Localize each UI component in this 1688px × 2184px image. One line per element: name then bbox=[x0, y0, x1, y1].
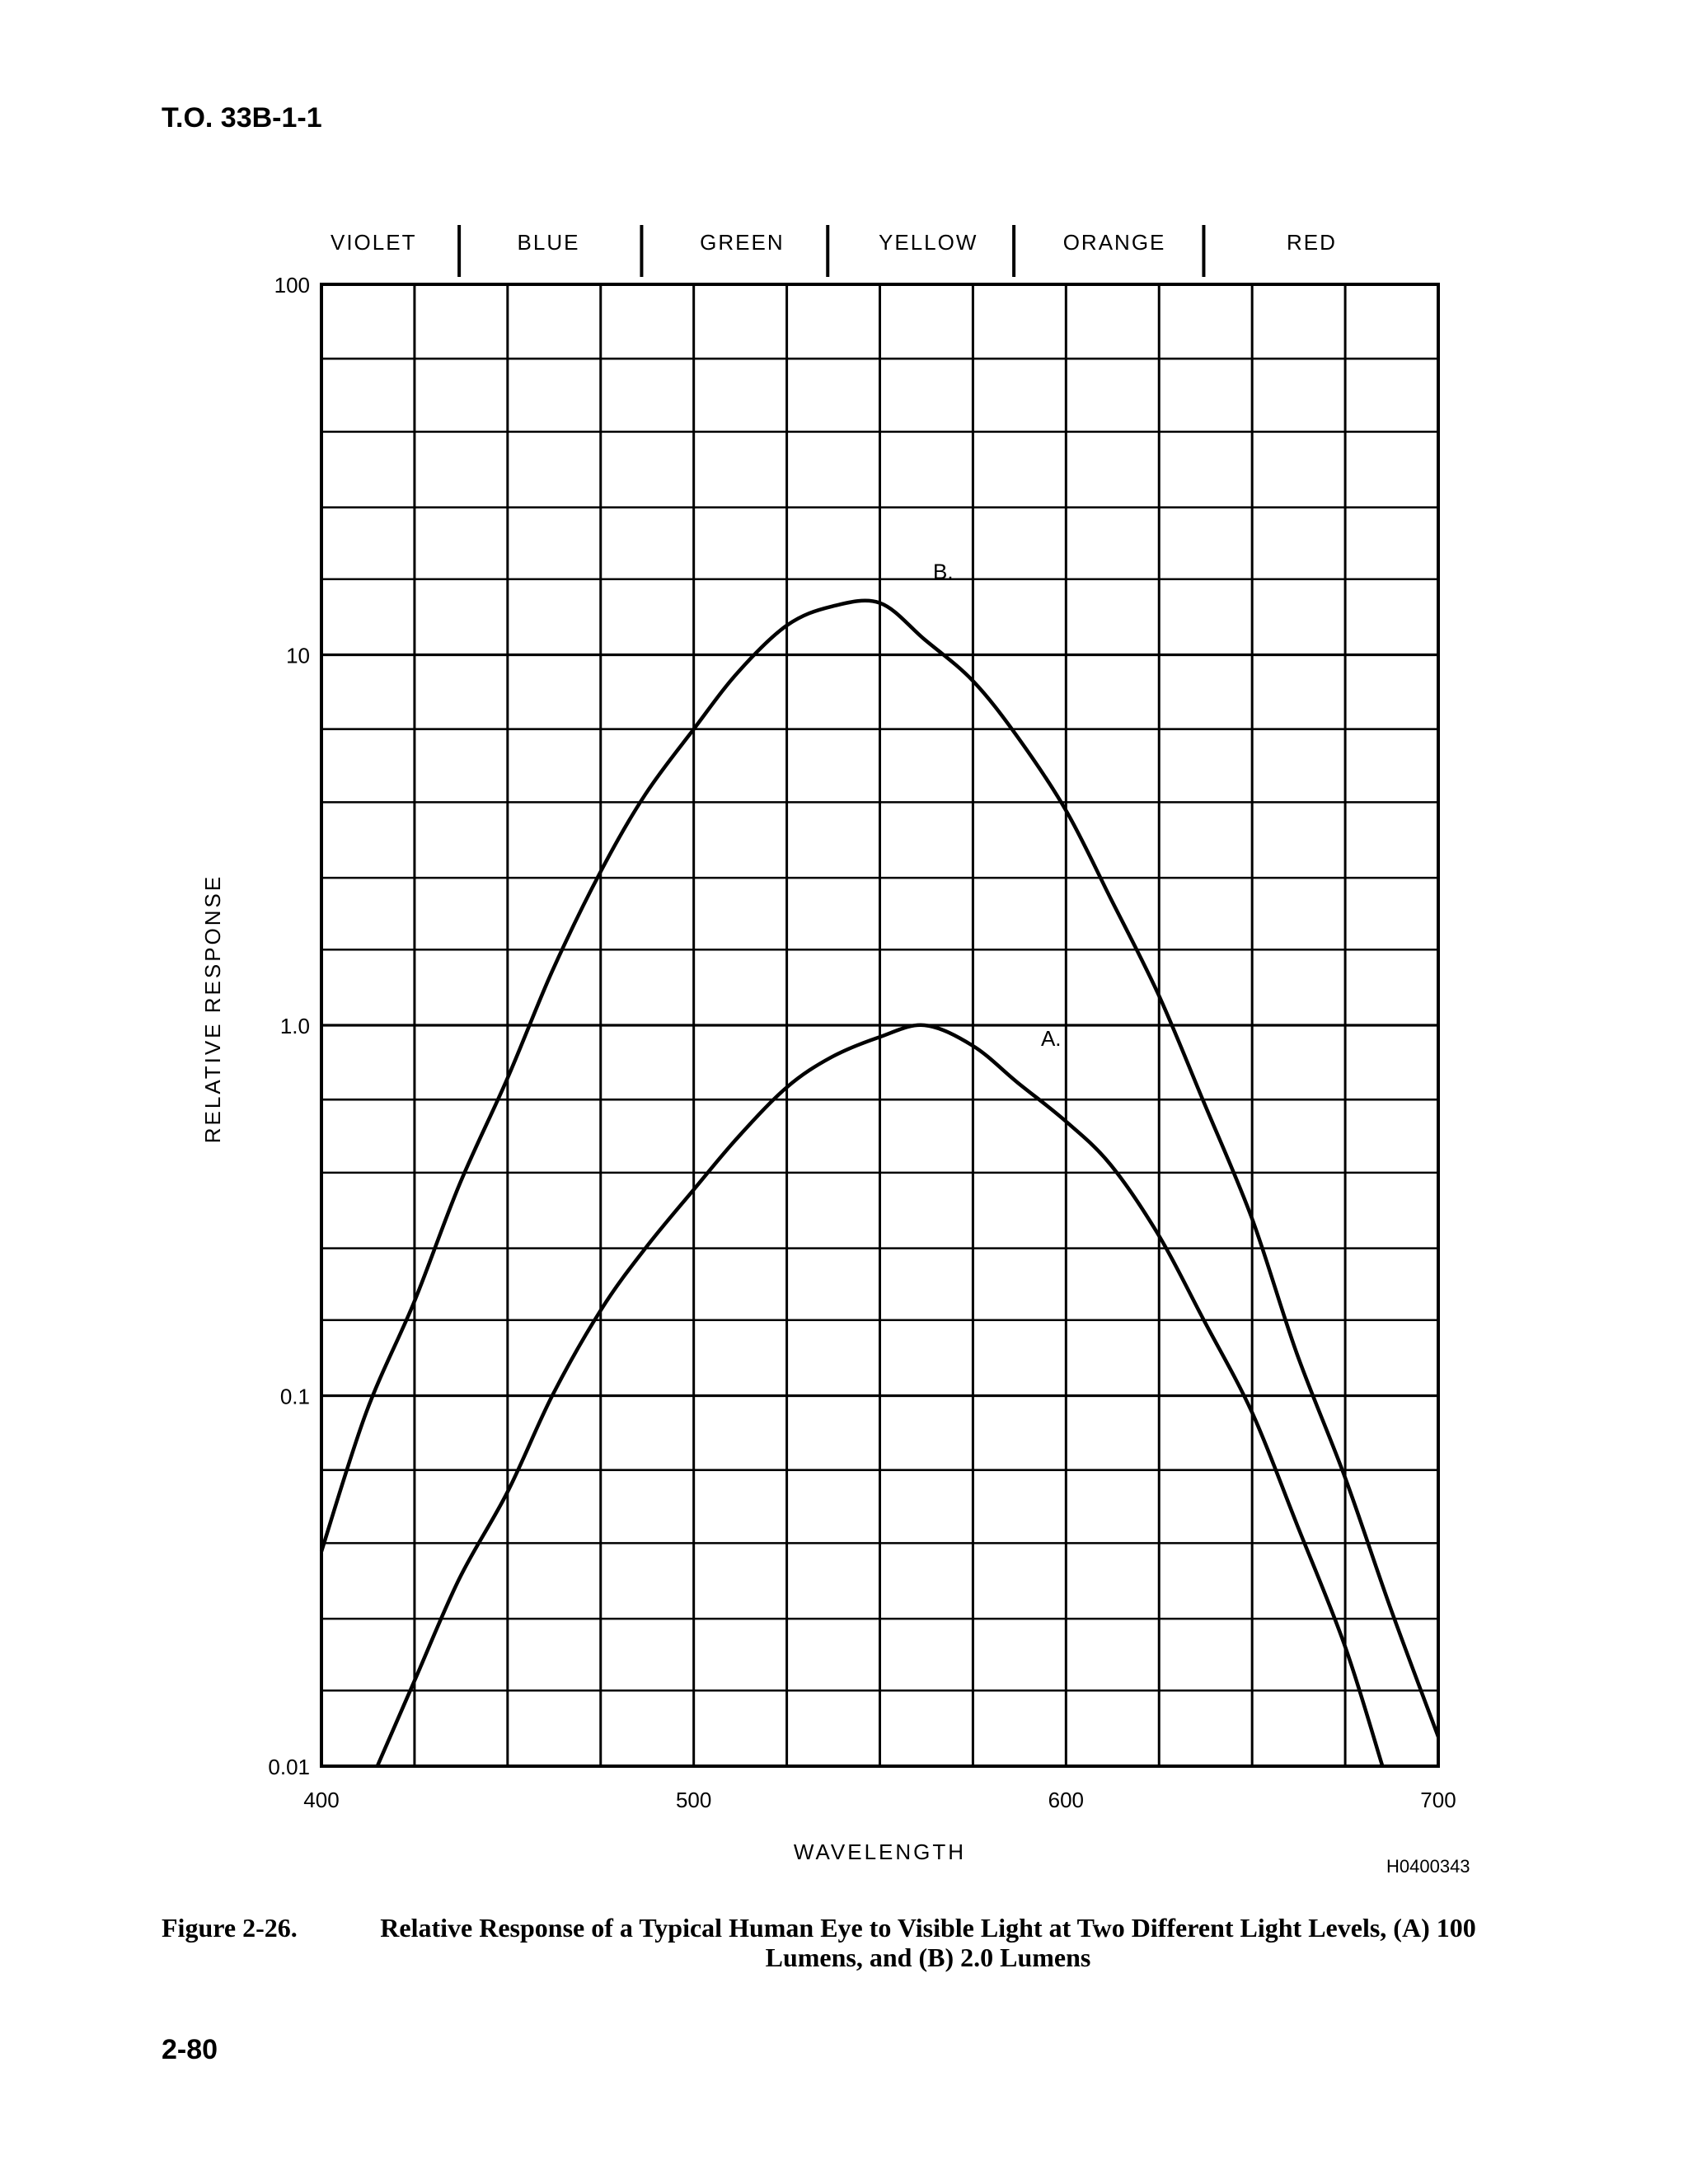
x-tick-label: 600 bbox=[1048, 1788, 1084, 1812]
series-curve-a bbox=[375, 1023, 1385, 1767]
chart-grid bbox=[320, 284, 1440, 1768]
x-tick-label: 400 bbox=[303, 1788, 339, 1812]
figure-code: H0400343 bbox=[1386, 1856, 1470, 1877]
chart-axes: 0.01 0.1 1.0 10 100 400 500 600 700 WAVELENGTH REL… bbox=[200, 273, 1456, 1864]
plot-frame bbox=[320, 283, 1440, 1768]
y-tick-label: 0.1 bbox=[280, 1385, 310, 1409]
page-number: 2-80 bbox=[162, 2034, 218, 2065]
series-curve-b bbox=[319, 598, 1441, 1738]
chart-series bbox=[319, 598, 1441, 1767]
x-tick-label: 500 bbox=[676, 1788, 711, 1812]
color-band-header: VIOLET BLUE GREEN YELLOW ORANGE RED bbox=[331, 225, 1337, 277]
series-label: B. bbox=[933, 560, 954, 584]
series-label: A. bbox=[1041, 1026, 1062, 1051]
y-tick-label: 0.01 bbox=[268, 1755, 310, 1779]
chart-labels: A. B. bbox=[933, 560, 1062, 1051]
color-band-label: RED bbox=[1287, 230, 1337, 255]
caption-label: Figure 2-26. bbox=[162, 1913, 298, 1943]
color-band-label: ORANGE bbox=[1063, 230, 1166, 255]
caption-text: Relative Response of a Typical Human Eye… bbox=[380, 1913, 1476, 1972]
y-tick-label: 10 bbox=[286, 644, 310, 668]
color-band-label: GREEN bbox=[700, 230, 784, 255]
y-tick-label: 100 bbox=[274, 273, 310, 298]
color-band-label: BLUE bbox=[518, 230, 580, 255]
x-tick-label: 700 bbox=[1420, 1788, 1456, 1812]
document-header: T.O. 33B-1-1 bbox=[162, 102, 322, 134]
y-axis-title: RELATIVE RESPONSE bbox=[200, 874, 225, 1144]
x-axis-title: WAVELENGTH bbox=[794, 1840, 966, 1864]
color-band-label: YELLOW bbox=[879, 230, 978, 255]
y-tick-label: 1.0 bbox=[280, 1014, 310, 1038]
color-band-label: VIOLET bbox=[331, 230, 416, 255]
